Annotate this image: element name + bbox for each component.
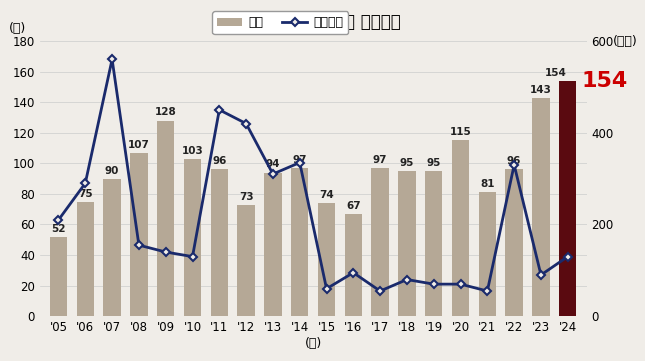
Bar — [425, 171, 442, 316]
Text: 73: 73 — [239, 192, 253, 201]
Text: 115: 115 — [450, 127, 471, 137]
Text: 95: 95 — [426, 158, 441, 168]
Text: 143: 143 — [530, 84, 552, 95]
Bar — [50, 237, 67, 316]
Bar — [452, 140, 470, 316]
Text: 97: 97 — [292, 155, 307, 165]
Bar — [157, 121, 174, 316]
Text: 128: 128 — [155, 108, 177, 117]
Bar — [318, 203, 335, 316]
Text: 154: 154 — [545, 68, 567, 78]
Title: 経営コンサルタント業の倒産 年次推移: 経営コンサルタント業の倒産 年次推移 — [225, 13, 401, 31]
Bar — [398, 171, 415, 316]
Bar — [532, 97, 550, 316]
Text: 67: 67 — [346, 201, 361, 211]
Bar — [344, 214, 362, 316]
Y-axis label: (億円): (億円) — [612, 35, 637, 48]
Text: 96: 96 — [507, 156, 521, 166]
Y-axis label: (件): (件) — [9, 22, 26, 35]
Text: 97: 97 — [373, 155, 388, 165]
Bar — [372, 168, 389, 316]
Bar — [506, 169, 523, 316]
Text: 103: 103 — [182, 146, 203, 156]
Text: 154: 154 — [581, 71, 628, 91]
Bar — [130, 153, 148, 316]
Legend: 件数, 負債総額: 件数, 負債総額 — [212, 12, 348, 34]
Bar — [479, 192, 496, 316]
Bar — [211, 169, 228, 316]
Bar — [559, 81, 577, 316]
Text: 52: 52 — [51, 224, 66, 234]
Text: 107: 107 — [128, 140, 150, 149]
Text: 96: 96 — [212, 156, 226, 166]
Bar — [264, 173, 282, 316]
X-axis label: (年): (年) — [304, 337, 322, 350]
Bar — [291, 168, 308, 316]
Text: 94: 94 — [266, 160, 280, 169]
Bar — [103, 179, 121, 316]
Bar — [77, 201, 94, 316]
Text: 75: 75 — [78, 188, 93, 199]
Text: 81: 81 — [480, 179, 495, 189]
Text: 95: 95 — [400, 158, 414, 168]
Bar — [237, 205, 255, 316]
Text: 90: 90 — [105, 166, 119, 175]
Bar — [184, 159, 201, 316]
Text: 74: 74 — [319, 190, 334, 200]
